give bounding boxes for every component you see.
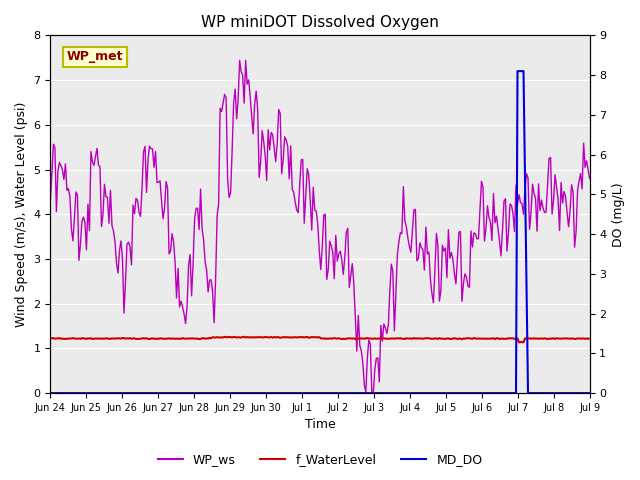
MD_DO bbox=[225, 390, 233, 396]
f_WaterLevel bbox=[113, 336, 120, 341]
MD_DO bbox=[282, 390, 290, 396]
WP_ws bbox=[234, 97, 242, 103]
WP_ws bbox=[368, 390, 376, 396]
f_WaterLevel bbox=[207, 336, 215, 341]
Line: MD_DO: MD_DO bbox=[51, 71, 589, 393]
f_WaterLevel bbox=[586, 336, 593, 342]
MD_DO bbox=[514, 68, 522, 74]
WP_ws bbox=[284, 144, 292, 149]
WP_ws bbox=[113, 260, 120, 265]
MD_DO bbox=[113, 390, 120, 396]
WP_ws bbox=[586, 176, 593, 181]
f_WaterLevel bbox=[234, 335, 242, 340]
f_WaterLevel bbox=[240, 334, 248, 340]
MD_DO bbox=[47, 390, 54, 396]
Title: WP miniDOT Dissolved Oxygen: WP miniDOT Dissolved Oxygen bbox=[201, 15, 439, 30]
f_WaterLevel bbox=[47, 336, 54, 341]
MD_DO bbox=[207, 390, 215, 396]
WP_ws bbox=[207, 277, 215, 283]
Text: WP_met: WP_met bbox=[67, 50, 123, 63]
WP_ws bbox=[225, 195, 233, 201]
X-axis label: Time: Time bbox=[305, 419, 335, 432]
Line: WP_ws: WP_ws bbox=[51, 60, 589, 393]
Y-axis label: Wind Speed (m/s), Water Level (psi): Wind Speed (m/s), Water Level (psi) bbox=[15, 102, 28, 327]
MD_DO bbox=[234, 390, 242, 396]
f_WaterLevel bbox=[284, 334, 292, 340]
WP_ws bbox=[236, 58, 243, 63]
f_WaterLevel bbox=[225, 334, 233, 340]
Line: f_WaterLevel: f_WaterLevel bbox=[51, 337, 589, 342]
Legend: WP_ws, f_WaterLevel, MD_DO: WP_ws, f_WaterLevel, MD_DO bbox=[152, 448, 488, 471]
Y-axis label: DO (mg/L): DO (mg/L) bbox=[612, 182, 625, 247]
MD_DO bbox=[586, 390, 593, 396]
WP_ws bbox=[47, 196, 54, 202]
WP_ws bbox=[559, 200, 566, 206]
MD_DO bbox=[557, 390, 565, 396]
f_WaterLevel bbox=[515, 339, 523, 345]
f_WaterLevel bbox=[559, 336, 566, 341]
